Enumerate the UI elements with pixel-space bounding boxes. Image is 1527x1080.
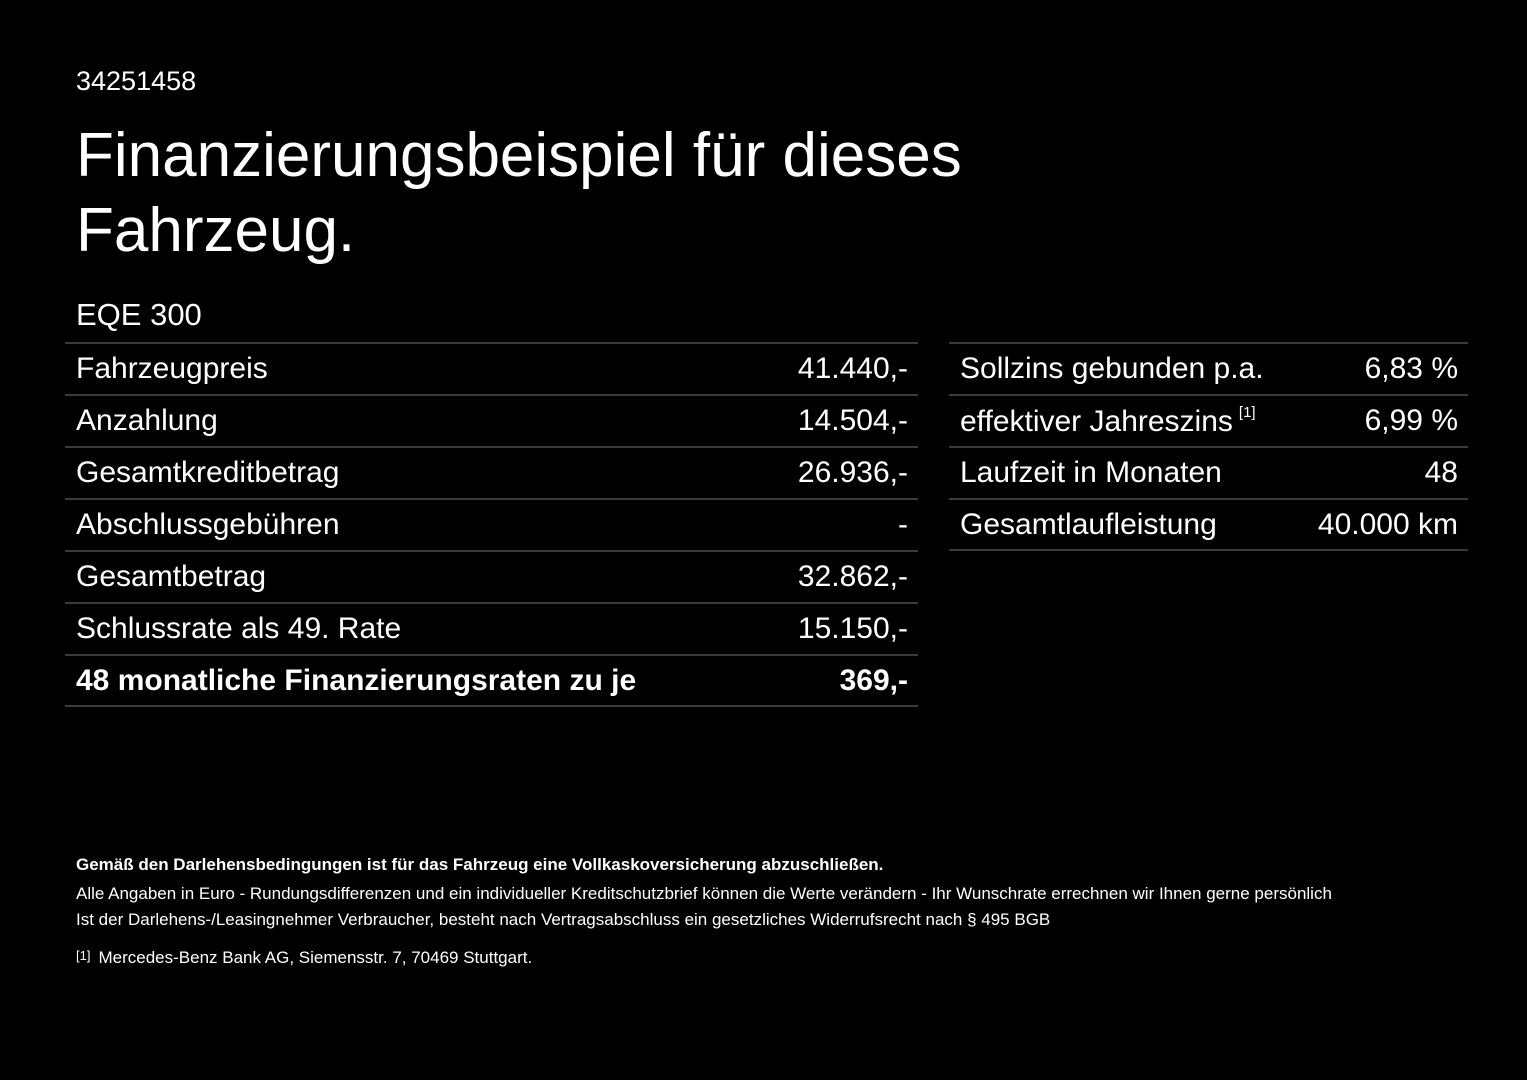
row-value: 6,99 % <box>1364 404 1458 437</box>
row-value: 14.504,- <box>797 404 908 437</box>
table-row: Abschlussgebühren - <box>65 498 918 550</box>
label-text: Gesamtlaufleistung <box>960 507 1217 541</box>
row-value: 40.000 km <box>1317 507 1458 541</box>
label-text: Gesamtbetrag <box>76 560 267 593</box>
footer: Gemäß den Darlehensbedingungen ist für d… <box>76 852 1476 971</box>
footnote: [1] Mercedes-Benz Bank AG, Siemensstr. 7,… <box>76 943 1476 971</box>
footnote-marker: [1] <box>76 948 91 963</box>
footer-line: Alle Angaben in Euro - Rundungsdifferenz… <box>76 884 1332 903</box>
footer-line: Ist der Darlehens-/Leasingnehmer Verbrau… <box>76 910 1051 929</box>
row-label: Gesamtkreditbetrag <box>76 456 339 490</box>
row-label: Schlussrate als 49. Rate <box>76 612 401 646</box>
label-text: Anzahlung <box>76 404 218 437</box>
model-name: EQE 300 <box>76 297 202 332</box>
vehicle-id: 34251458 <box>76 66 197 96</box>
row-label: Gesamtlaufleistung <box>960 508 1217 542</box>
table-row: Sollzins gebunden p.a. 6,83 % <box>949 342 1468 394</box>
rate-table: Sollzins gebunden p.a. 6,83 % effektiver J… <box>949 342 1468 551</box>
table-row: Fahrzeugpreis 41.440,- <box>65 342 918 394</box>
row-label: 48 monatliche Finanzierungsraten zu je <box>76 664 636 698</box>
table-row: Schlussrate als 49. Rate 15.150,- <box>65 602 918 654</box>
footnote-ref: [1] <box>1238 403 1256 421</box>
finance-table: Fahrzeugpreis 41.440,- Anzahlung 14.504,- Ge… <box>65 342 918 707</box>
row-label: Anzahlung <box>76 404 218 438</box>
row-value: 6,83 % <box>1364 352 1458 385</box>
label-text: Fahrzeugpreis <box>76 352 268 385</box>
label-text: Schlussrate als 49. Rate <box>76 612 402 645</box>
table-row: effektiver Jahreszins [1] 6,99 % <box>949 394 1468 446</box>
notice: Gemäß den Darlehensbedingungen ist für d… <box>76 855 884 874</box>
row-label: Gesamtbetrag <box>76 560 266 594</box>
row-label: Sollzins gebunden p.a. <box>960 352 1264 386</box>
label-text: effektiver Jahreszins <box>960 404 1233 438</box>
row-label: Abschlussgebühren <box>76 508 340 542</box>
row-value: 15.150,- <box>797 612 908 645</box>
table-row: Gesamtlaufleistung 40.000 km <box>949 498 1468 551</box>
label-text: Sollzins gebunden p.a. <box>960 352 1264 385</box>
row-value: 41.440,- <box>797 352 908 385</box>
table-row: Gesamtkreditbetrag 26.936,- <box>65 446 918 498</box>
table-row: 48 monatliche Finanzierungsraten zu je 36… <box>65 654 918 707</box>
label-text: Gesamtkreditbetrag <box>76 456 340 489</box>
label-text: 48 monatliche Finanzierungsraten zu je <box>76 663 637 697</box>
label-text: Laufzeit in Monaten <box>960 456 1222 489</box>
table-row: Anzahlung 14.504,- <box>65 394 918 446</box>
row-value: 26.936,- <box>797 456 908 489</box>
row-label: Fahrzeugpreis <box>76 352 268 386</box>
row-value: - <box>898 508 908 541</box>
row-value: 369,- <box>839 663 908 697</box>
page-title: Finanzierungsbeispiel für dieses Fahrzeu… <box>76 121 962 265</box>
table-row: Laufzeit in Monaten 48 <box>949 446 1468 498</box>
row-value: 32.862,- <box>797 560 908 593</box>
footnote-text: Mercedes-Benz Bank AG, Siemensstr. 7, 70… <box>98 948 533 967</box>
row-value: 48 <box>1424 456 1458 489</box>
row-label: Laufzeit in Monaten <box>960 456 1222 490</box>
label-text: Abschlussgebühren <box>76 508 340 541</box>
row-label: effektiver Jahreszins [1] <box>960 404 1256 439</box>
table-row: Gesamtbetrag 32.862,- <box>65 550 918 602</box>
